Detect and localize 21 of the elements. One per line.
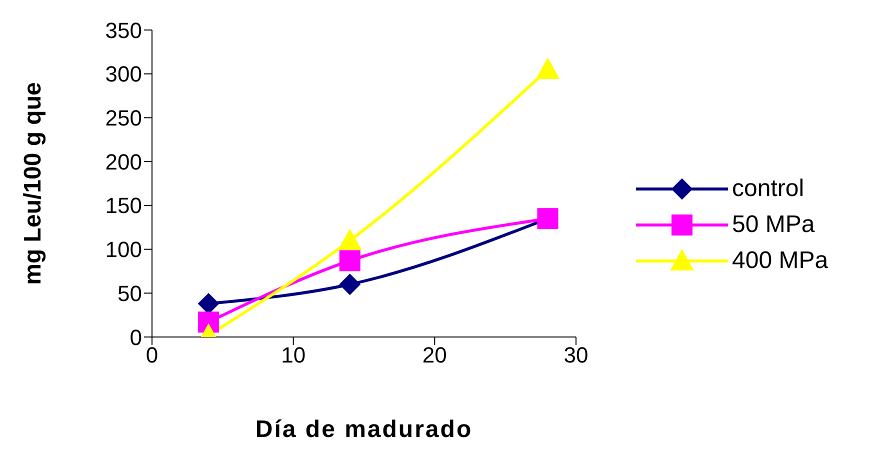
legend-label: control [732, 174, 804, 202]
y-tick-label: 150 [105, 193, 142, 218]
y-tick-label: 300 [105, 62, 142, 87]
x-tick-label: 10 [281, 342, 306, 368]
x-tick-label: 20 [422, 342, 447, 368]
legend-label: 400 MPa [732, 246, 828, 274]
legend-label: 50 MPa [732, 210, 815, 238]
x-tick-label: 0 [146, 342, 158, 368]
x-axis-title: Día de madurado [255, 416, 473, 443]
y-tick-label: 350 [105, 18, 142, 43]
point [339, 274, 360, 295]
y-axis-title: mg Leu/100 g que [20, 82, 47, 285]
point [339, 250, 360, 272]
y-tick-label: 100 [105, 237, 142, 262]
point [338, 229, 362, 250]
point [536, 58, 560, 79]
x-tick-label: 30 [564, 342, 588, 368]
y-tick-label: 200 [105, 149, 142, 174]
y-tick-label: 50 [118, 280, 142, 306]
y-tick-label: 250 [105, 106, 142, 131]
y-tick-label: 0 [130, 324, 142, 350]
